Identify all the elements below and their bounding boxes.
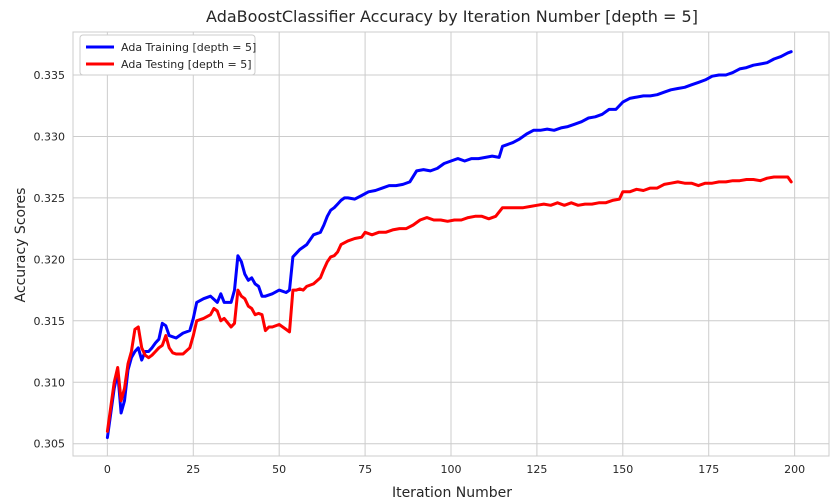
- y-axis-label: Accuracy Scores: [13, 188, 29, 303]
- grid: [73, 32, 829, 456]
- y-tick-label: 0.320: [34, 253, 66, 266]
- x-tick-label: 25: [186, 463, 200, 476]
- y-tick-label: 0.310: [34, 376, 66, 389]
- y-tick-labels: 0.305 0.310 0.315 0.320 0.325 0.330 0.335: [34, 69, 66, 451]
- series-lines: [105, 50, 793, 440]
- y-tick-label: 0.305: [34, 438, 66, 451]
- chart-title: AdaBoostClassifier Accuracy by Iteration…: [206, 7, 698, 26]
- series-line-training: [105, 50, 793, 440]
- x-tick-labels: 0 25 50 75 100 125 150 175 200: [104, 463, 805, 476]
- x-tick-label: 175: [698, 463, 719, 476]
- x-tick-label: 100: [441, 463, 462, 476]
- x-tick-label: 125: [526, 463, 547, 476]
- legend-label-testing: Ada Testing [depth = 5]: [121, 58, 252, 71]
- y-tick-label: 0.315: [34, 315, 66, 328]
- x-tick-label: 0: [104, 463, 111, 476]
- legend: Ada Training [depth = 5] Ada Testing [de…: [79, 34, 256, 76]
- x-tick-label: 150: [612, 463, 633, 476]
- y-tick-label: 0.330: [34, 130, 66, 143]
- x-tick-label: 75: [358, 463, 372, 476]
- legend-label-training: Ada Training [depth = 5]: [121, 41, 256, 54]
- y-tick-label: 0.325: [34, 192, 66, 205]
- legend-box: [79, 34, 256, 76]
- x-tick-label: 200: [784, 463, 805, 476]
- x-tick-label: 50: [272, 463, 286, 476]
- series-line-testing: [105, 175, 793, 433]
- y-tick-label: 0.335: [34, 69, 66, 82]
- plot-frame: [72, 31, 830, 457]
- x-axis-label: Iteration Number: [392, 485, 512, 501]
